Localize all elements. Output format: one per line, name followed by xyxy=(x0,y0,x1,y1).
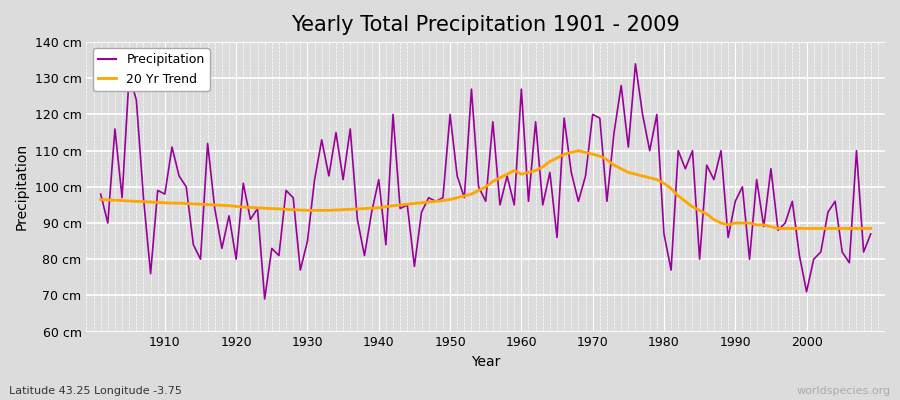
Y-axis label: Precipitation: Precipitation xyxy=(15,143,29,230)
X-axis label: Year: Year xyxy=(471,355,500,369)
Legend: Precipitation, 20 Yr Trend: Precipitation, 20 Yr Trend xyxy=(93,48,210,91)
Text: worldspecies.org: worldspecies.org xyxy=(796,386,891,396)
Text: Latitude 43.25 Longitude -3.75: Latitude 43.25 Longitude -3.75 xyxy=(9,386,182,396)
Title: Yearly Total Precipitation 1901 - 2009: Yearly Total Precipitation 1901 - 2009 xyxy=(292,15,680,35)
